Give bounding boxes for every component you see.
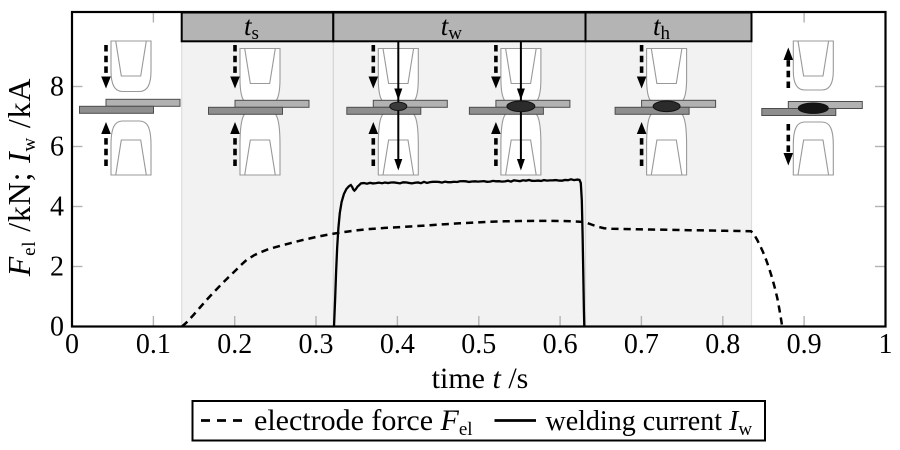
svg-text:0.2: 0.2 — [217, 329, 252, 360]
svg-text:4: 4 — [50, 192, 64, 223]
svg-text:0.1: 0.1 — [136, 329, 171, 360]
svg-text:0: 0 — [50, 312, 64, 343]
svg-text:6: 6 — [50, 132, 64, 163]
svg-text:Fel /kN; Iw /kA: Fel /kN; Iw /kA — [1, 78, 40, 278]
svg-text:0.4: 0.4 — [380, 329, 415, 360]
svg-text:0.7: 0.7 — [624, 329, 659, 360]
svg-text:0.3: 0.3 — [299, 329, 334, 360]
svg-text:0.6: 0.6 — [543, 329, 578, 360]
svg-text:electrode force Fel: electrode force Fel — [254, 404, 473, 440]
svg-text:0.9: 0.9 — [787, 329, 822, 360]
svg-text:time t /s: time t /s — [432, 362, 529, 395]
svg-text:0.5: 0.5 — [461, 329, 496, 360]
svg-text:1: 1 — [879, 329, 893, 360]
svg-text:0.8: 0.8 — [705, 329, 740, 360]
svg-text:2: 2 — [50, 252, 64, 283]
svg-text:8: 8 — [50, 72, 64, 103]
svg-text:welding current Iw: welding current Iw — [546, 406, 753, 440]
svg-text:0: 0 — [65, 329, 79, 360]
